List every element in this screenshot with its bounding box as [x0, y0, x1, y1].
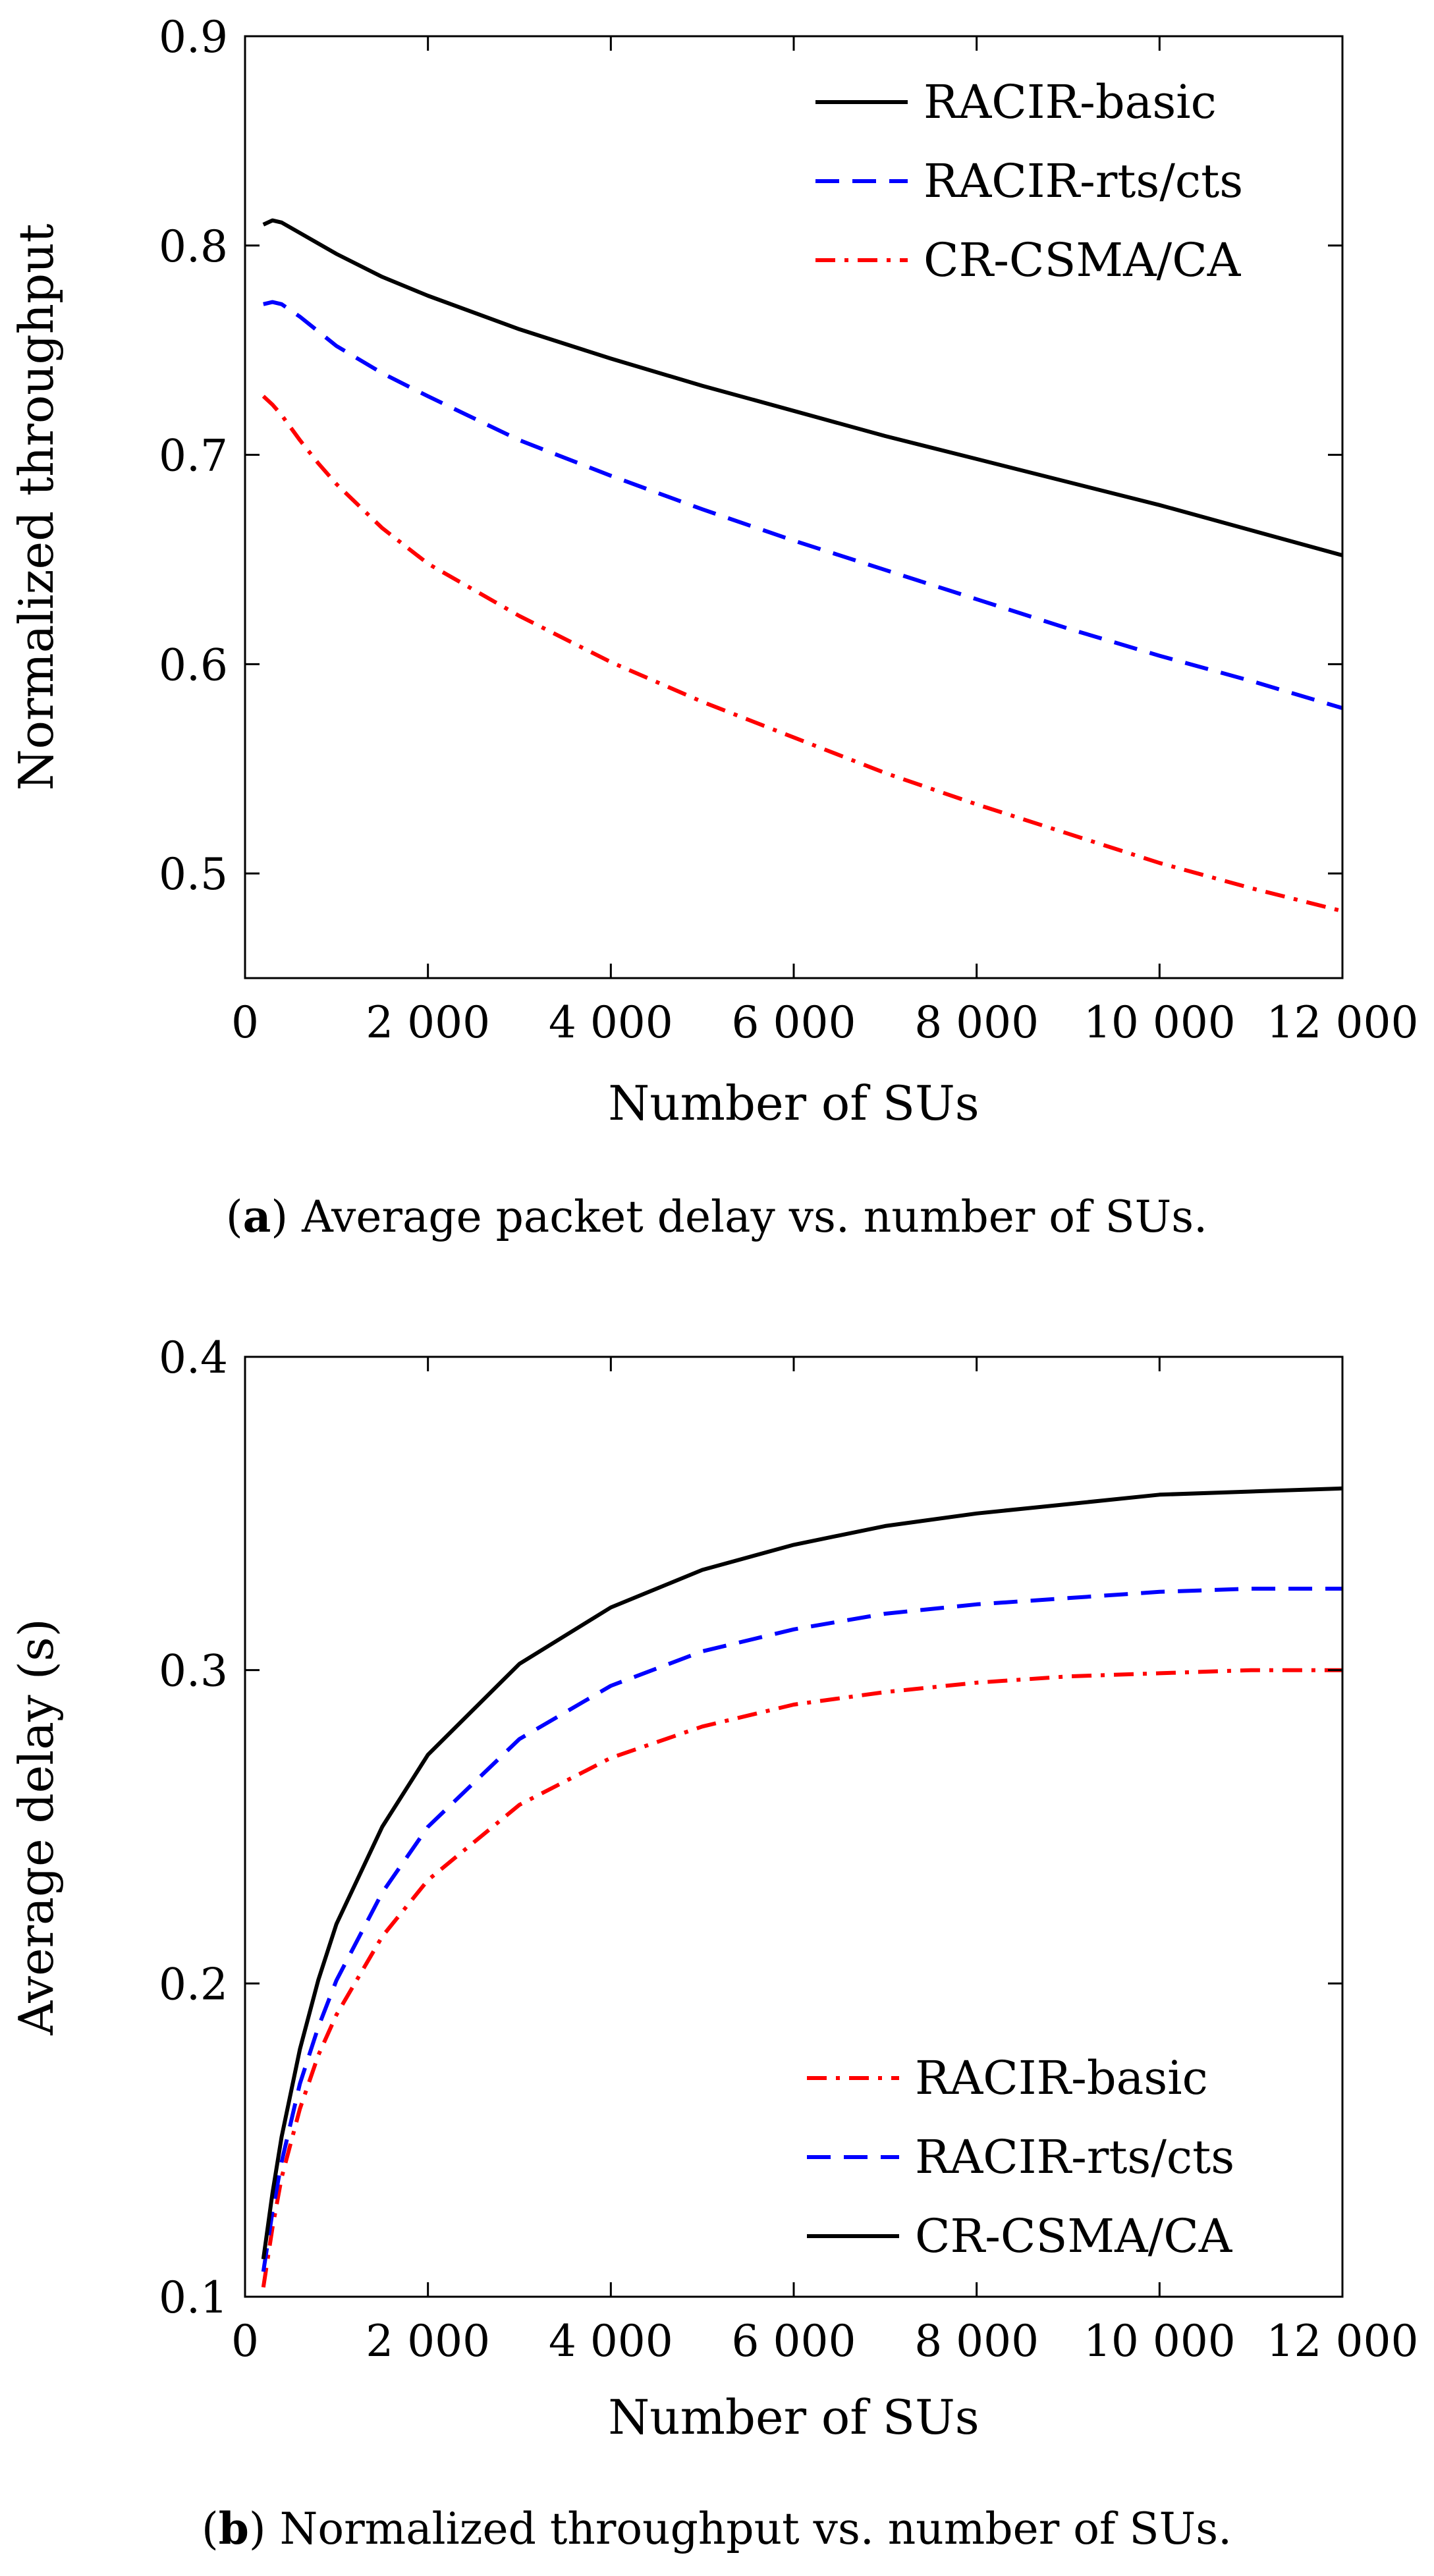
y-tick-label: 0.6: [159, 640, 228, 690]
y-tick-label: 0.8: [159, 221, 228, 272]
legend: RACIR-basic RACIR-rts/cts CR-CSMA/CA: [815, 75, 1243, 287]
plot-area: [261, 1486, 1342, 2288]
y-axis-label: Normalized throughput: [9, 224, 64, 791]
x-tick-label: 10 000: [1084, 997, 1236, 1048]
plot-area: [262, 218, 1342, 914]
y-tick-label: 0.1: [159, 2272, 228, 2323]
y-tick-label: 0.4: [159, 1332, 228, 1383]
series-line-1: [263, 300, 1342, 710]
x-tick-label-origin: 0: [231, 997, 259, 1048]
x-tick-label: 4 000: [549, 2316, 673, 2367]
y-tick-label: 0.2: [159, 1959, 228, 2010]
legend: RACIR-basic RACIR-rts/cts CR-CSMA/CA: [807, 2051, 1234, 2263]
y-tick-label: 0.7: [159, 431, 228, 481]
y-tick-label: 0.3: [159, 1646, 228, 1697]
x-tick-label: 6 000: [732, 997, 856, 1048]
y-axis-label: Average delay (s): [9, 1618, 64, 2036]
y-tick-label: 0.9: [159, 12, 228, 63]
series-line-2: [261, 1486, 1342, 2260]
chart-b: 2 000 4 000 6 000 8 000 10 000 12 000 00.1 0.2 0…: [9, 1332, 1418, 2554]
figure-caption: (b) Normalized throughput vs. number of …: [202, 2503, 1232, 2554]
legend-label: RACIR-basic: [924, 75, 1217, 129]
series-line-1: [261, 1587, 1342, 2272]
x-axis-label: Number of SUs: [608, 1076, 979, 1131]
legend-label: CR-CSMA/CA: [915, 2209, 1233, 2263]
x-axis-label: Number of SUs: [608, 2390, 979, 2445]
x-tick-label: 2 000: [366, 997, 490, 1048]
plot-frame: [244, 1356, 1344, 2298]
x-tick-label: 10 000: [1084, 2316, 1236, 2367]
y-tick-label: 0.5: [159, 849, 228, 900]
x-tick-label: 8 000: [914, 2316, 1039, 2367]
legend-label: CR-CSMA/CA: [924, 233, 1242, 287]
chart-a: 2 000 4 000 6 000 8 000 10 000 12 000 0 0.5 0.6 0…: [9, 12, 1418, 1242]
legend-label: RACIR-rts/cts: [915, 2130, 1234, 2184]
series-line-2: [262, 395, 1342, 914]
x-tick-label: 12 000: [1267, 997, 1419, 1048]
figure-caption: (a) Average packet delay vs. number of S…: [226, 1191, 1207, 1242]
x-tick-label: 12 000: [1267, 2316, 1419, 2367]
legend-label: RACIR-basic: [915, 2051, 1208, 2105]
x-tick-label-origin: 0: [231, 2316, 259, 2367]
plot-frame: [244, 35, 1344, 979]
x-tick-label: 2 000: [366, 2316, 490, 2367]
legend-label: RACIR-rts/cts: [924, 154, 1243, 208]
x-tick-label: 6 000: [732, 2316, 856, 2367]
series-line-0: [262, 218, 1342, 557]
x-tick-label: 8 000: [914, 997, 1039, 1048]
series-line-0: [261, 1668, 1342, 2288]
x-tick-label: 4 000: [549, 997, 673, 1048]
